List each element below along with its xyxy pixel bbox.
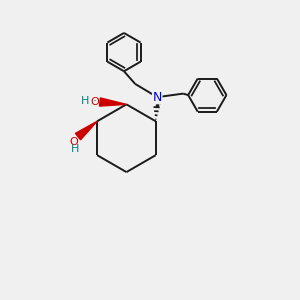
Text: O: O <box>91 97 99 107</box>
Polygon shape <box>75 121 97 140</box>
Text: O: O <box>70 137 79 147</box>
Text: N: N <box>153 91 162 103</box>
Text: H: H <box>71 144 79 154</box>
Text: ·: · <box>93 95 97 108</box>
Polygon shape <box>100 98 126 106</box>
Text: H: H <box>81 96 89 106</box>
